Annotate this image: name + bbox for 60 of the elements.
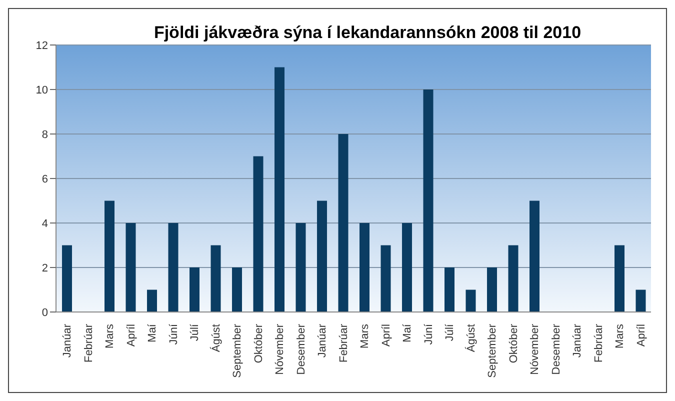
bar [614, 245, 624, 312]
x-tick-label: Október [252, 324, 265, 364]
bar [636, 290, 646, 312]
x-tick-label: Febrúar [82, 324, 95, 363]
x-tick-label: Ágúst [209, 324, 222, 352]
x-tick-label: Júní [422, 323, 435, 345]
bar [487, 268, 497, 312]
x-tick-label: Janúar [62, 324, 74, 358]
x-tick-label: Nóvember [529, 324, 542, 375]
bar [232, 268, 242, 312]
x-tick-label: September [232, 324, 244, 378]
x-tick-label: Febrúar [338, 324, 350, 363]
x-tick-label: Mars [104, 324, 116, 348]
x-tick-label: Apríl [635, 324, 648, 347]
x-tick-label: Maí [146, 323, 159, 342]
x-tick-label: Janúar [316, 324, 329, 358]
y-tick-label: 12 [36, 40, 48, 52]
x-tick-label: Apríl [380, 324, 392, 347]
bar [402, 223, 412, 312]
y-tick-label: 4 [42, 218, 48, 230]
bar [62, 245, 72, 312]
x-tick-label: Júlí [189, 323, 202, 342]
x-tick-label: Desember [550, 324, 562, 375]
x-tick-label: Janúar [572, 324, 584, 358]
x-tick-label: Febrúar [592, 324, 605, 363]
bar [444, 268, 454, 312]
y-tick-label: 2 [42, 262, 48, 274]
bar [360, 223, 370, 312]
bar [466, 290, 476, 312]
y-tick-label: 0 [42, 306, 48, 319]
bar [508, 245, 518, 312]
x-tick-label: Október [508, 324, 520, 364]
bar [126, 223, 136, 312]
bar [274, 67, 284, 312]
bar [210, 245, 221, 312]
x-tick-label: Júlí [444, 323, 456, 342]
x-tick-label: Júní [168, 323, 180, 345]
x-tick-label: Mars [614, 324, 626, 348]
bar [380, 245, 391, 312]
bar [168, 223, 178, 312]
y-tick-label: 6 [42, 173, 48, 186]
bar [423, 90, 434, 312]
x-tick-label: Nóvember [274, 324, 286, 375]
bar [190, 268, 200, 312]
x-tick-label: Apríl [125, 324, 138, 347]
x-tick-label: September [486, 324, 499, 378]
bar [530, 200, 540, 312]
bar [296, 223, 306, 312]
bar [317, 200, 327, 312]
y-tick-label: 10 [36, 84, 48, 96]
bar [104, 200, 114, 312]
y-tick-label: 8 [42, 128, 48, 141]
bar [147, 290, 157, 312]
x-tick-label: Mars [359, 324, 372, 348]
bar [253, 156, 264, 312]
chart-title: Fjöldi jákvæðra sýna í lekandarannsókn 2008 til 2010 [154, 23, 582, 42]
bar [338, 134, 348, 312]
x-tick-label: Maí [402, 323, 414, 342]
x-tick-label: Ágúst [464, 324, 478, 352]
x-tick-label: Desember [295, 324, 308, 375]
